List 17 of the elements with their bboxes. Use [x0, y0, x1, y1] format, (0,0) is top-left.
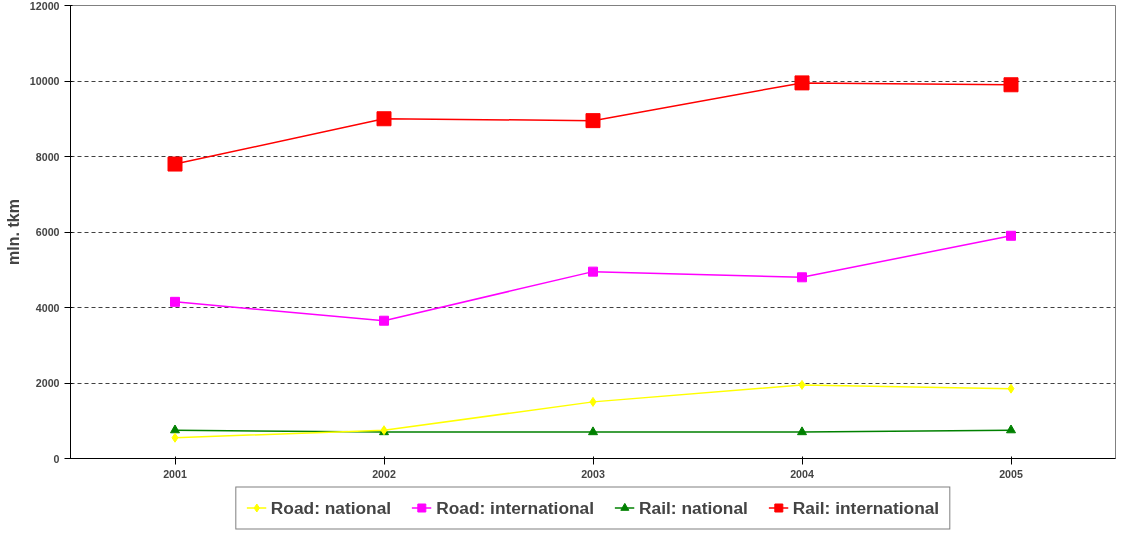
y-tick-label: 2000 [35, 377, 60, 389]
legend-label: Road: national [270, 497, 392, 518]
x-tick-label: 2001 [163, 467, 187, 480]
x-tick-label: 2003 [581, 467, 605, 480]
y-tick-label: 4000 [35, 301, 60, 314]
x-tick-label: 2002 [372, 467, 396, 480]
legend-label: Rail: national [639, 497, 748, 518]
y-tick-label: 6000 [35, 226, 60, 238]
y-tick-label: 10000 [29, 75, 60, 87]
legend-label: Rail: international [792, 497, 940, 518]
legend-label: Road: international [436, 497, 595, 518]
x-tick-label: 2005 [999, 467, 1023, 480]
y-tick-label: 8000 [35, 150, 60, 163]
y-axis-title: mln. tkm [4, 199, 22, 265]
y-tick-label: 0 [53, 452, 60, 465]
y-tick-label: 12000 [29, 0, 60, 12]
x-tick-label: 2004 [790, 467, 814, 480]
